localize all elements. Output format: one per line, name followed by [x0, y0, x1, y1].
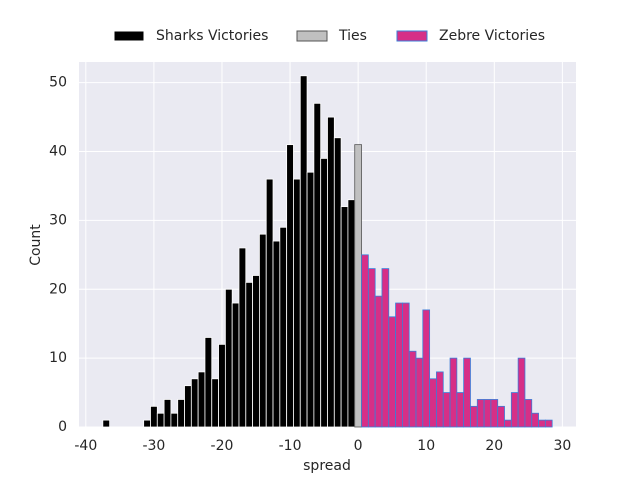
- bar: [354, 144, 362, 428]
- legend-label: Zebre Victories: [439, 28, 545, 44]
- bar: [170, 412, 179, 428]
- bar: [279, 226, 288, 428]
- bar: [333, 137, 342, 428]
- x-tick-label: -40: [74, 438, 97, 454]
- bar: [184, 385, 192, 428]
- bar: [347, 199, 356, 428]
- bar: [306, 171, 315, 428]
- y-tick-label: 20: [49, 281, 67, 297]
- bar: [299, 75, 308, 428]
- bar: [259, 233, 267, 428]
- y-tick-label: 30: [49, 212, 67, 228]
- bar: [211, 378, 219, 428]
- bar: [510, 392, 519, 428]
- legend-swatch: [113, 30, 145, 42]
- bar: [401, 302, 410, 428]
- bar: [415, 357, 424, 428]
- bar: [163, 399, 172, 428]
- bar: [340, 206, 349, 428]
- bar: [252, 275, 260, 428]
- bar: [367, 268, 376, 428]
- bar: [504, 419, 512, 428]
- bar: [517, 357, 526, 428]
- x-tick-label: -30: [142, 438, 165, 454]
- x-tick-label: -10: [279, 438, 302, 454]
- legend-label: Sharks Victories: [156, 28, 268, 44]
- bar: [531, 412, 539, 428]
- bar: [286, 144, 294, 428]
- bar: [231, 302, 240, 428]
- bar: [456, 392, 465, 428]
- y-tick-label: 40: [49, 144, 67, 160]
- bar: [197, 371, 206, 428]
- x-tick-label: 20: [485, 438, 503, 454]
- bar: [483, 399, 492, 428]
- bar: [245, 281, 254, 428]
- y-tick-label: 0: [58, 419, 67, 435]
- x-tick-label: 0: [354, 438, 363, 454]
- bar: [422, 309, 431, 428]
- bar: [470, 405, 478, 428]
- bar: [327, 116, 335, 428]
- bar: [143, 419, 151, 428]
- x-axis-label: spread: [303, 458, 351, 474]
- bar: [218, 343, 226, 428]
- legend-label: Ties: [338, 28, 367, 44]
- x-tick-label: 10: [417, 438, 435, 454]
- bar: [190, 378, 199, 428]
- bar: [449, 357, 458, 428]
- legend-swatch: [296, 30, 328, 42]
- bar: [476, 399, 485, 428]
- bar: [497, 405, 505, 428]
- y-axis-label: Count: [28, 224, 44, 266]
- bar: [320, 158, 328, 428]
- y-tick-label: 10: [49, 350, 67, 366]
- bar: [265, 178, 274, 428]
- bar: [544, 419, 553, 428]
- bar: [374, 295, 383, 428]
- bar: [388, 316, 396, 428]
- y-tick-label: 50: [49, 75, 67, 91]
- bar: [463, 357, 471, 428]
- bar: [490, 399, 499, 428]
- bar: [395, 302, 403, 428]
- bar: [436, 371, 444, 428]
- bar: [442, 392, 451, 428]
- bar: [381, 268, 390, 428]
- bar: [293, 178, 301, 428]
- bar: [538, 419, 546, 428]
- bar: [204, 337, 213, 428]
- bar: [224, 288, 233, 428]
- x-tick-label: 30: [553, 438, 571, 454]
- bar: [150, 405, 158, 428]
- bar: [272, 240, 281, 428]
- bar: [361, 254, 369, 428]
- bar: [102, 419, 111, 428]
- bar: [156, 412, 165, 428]
- bar: [177, 399, 185, 428]
- legend-swatch: [396, 30, 428, 42]
- bar: [313, 102, 322, 428]
- bar: [238, 247, 247, 428]
- bar: [408, 350, 417, 428]
- bar: [429, 378, 437, 428]
- bar: [524, 399, 533, 428]
- x-tick-label: -20: [211, 438, 234, 454]
